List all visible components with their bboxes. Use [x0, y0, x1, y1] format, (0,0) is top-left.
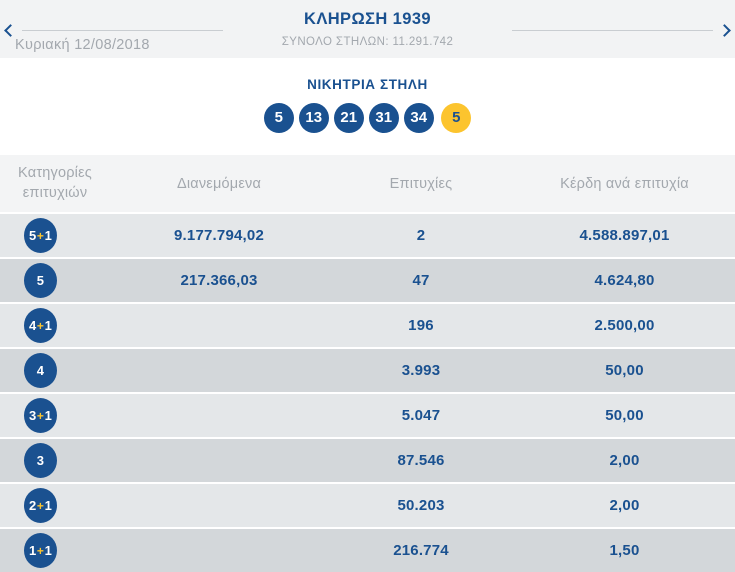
winners-cell: 196 — [408, 317, 434, 334]
prize-per-winner-cell: 1,50 — [609, 542, 640, 559]
column-header-prize: Κέρδη ανά επιτυχία — [560, 175, 689, 192]
results-table-header: Κατηγορίες επιτυχιών Διανεμόμενα Επιτυχί… — [0, 155, 735, 212]
winning-number-ball: 5 — [263, 103, 294, 133]
winners-cell: 216.774 — [393, 542, 449, 559]
category-cell: 2 +1 — [0, 488, 110, 523]
category-cell: 1 +1 — [0, 533, 110, 568]
category-badge: 3 +1 — [24, 398, 57, 433]
distributed-cell: 9.177.794,02 — [174, 227, 264, 244]
category-cell: 4 +1 — [0, 308, 110, 343]
winning-column-section: ΝΙΚΗΤΡΙΑ ΣΤΗΛΗ 5 13 21 31 34 5 — [0, 58, 735, 155]
plus-sign: + — [36, 543, 45, 558]
prize-per-winner-cell: 4.624,80 — [594, 272, 655, 289]
category-cell: 5 +1 — [0, 218, 110, 253]
winning-number-ball: 21 — [333, 103, 364, 133]
winning-number-ball: 13 — [298, 103, 329, 133]
table-row: 3 87.546 2,00 — [0, 439, 735, 482]
table-row: 4 +1 196 2.500,00 — [0, 304, 735, 347]
plus-sign: + — [36, 498, 45, 513]
prize-per-winner-cell: 2,00 — [609, 452, 640, 469]
winning-number-ball: 31 — [368, 103, 399, 133]
winning-numbers-row: 5 13 21 31 34 5 — [0, 103, 735, 133]
category-cell: 5 — [0, 263, 110, 298]
plus-sign: + — [36, 318, 45, 333]
category-badge: 1 +1 — [24, 533, 57, 568]
table-row: 2 +1 50.203 2,00 — [0, 484, 735, 527]
category-badge: 5 — [24, 263, 57, 298]
winners-cell: 50.203 — [397, 497, 445, 514]
column-header-winners: Επιτυχίες — [389, 175, 453, 192]
winners-cell: 47 — [412, 272, 430, 289]
prize-per-winner-cell: 50,00 — [605, 362, 644, 379]
category-badge: 2 +1 — [24, 488, 57, 523]
divider-left — [22, 30, 223, 31]
category-badge: 4 +1 — [24, 308, 57, 343]
winners-cell: 5.047 — [401, 407, 441, 424]
draw-date: Κυριακή 12/08/2018 — [15, 37, 150, 53]
table-row: 5 +1 9.177.794,02 2 4.588.897,01 — [0, 214, 735, 257]
total-columns-label: ΣΥΝΟΛΟ ΣΤΗΛΩΝ: 11.291.742 — [281, 36, 454, 48]
winners-cell: 87.546 — [397, 452, 445, 469]
table-row: 4 3.993 50,00 — [0, 349, 735, 392]
category-cell: 3 — [0, 443, 110, 478]
winning-number-ball: 34 — [403, 103, 434, 133]
winners-cell: 2 — [416, 227, 426, 244]
prize-per-winner-cell: 2,00 — [609, 497, 640, 514]
prize-per-winner-cell: 50,00 — [605, 407, 644, 424]
column-header-distributed: Διανεμόμενα — [176, 175, 262, 192]
plus-sign: + — [36, 228, 45, 243]
draw-title: ΚΛΗΡΩΣΗ 1939 — [304, 10, 431, 28]
category-badge: 4 — [24, 353, 57, 388]
prize-per-winner-cell: 4.588.897,01 — [579, 227, 670, 244]
draw-header: Κυριακή 12/08/2018 ΚΛΗΡΩΣΗ 1939 ΣΥΝΟΛΟ Σ… — [0, 0, 735, 58]
joker-number-ball: 5 — [441, 103, 472, 133]
category-cell: 4 — [0, 353, 110, 388]
table-row: 1 +1 216.774 1,50 — [0, 529, 735, 572]
table-row: 3 +1 5.047 50,00 — [0, 394, 735, 437]
distributed-cell: 217.366,03 — [180, 272, 258, 289]
results-table: Κατηγορίες επιτυχιών Διανεμόμενα Επιτυχί… — [0, 155, 735, 572]
category-cell: 3 +1 — [0, 398, 110, 433]
category-badge: 3 — [24, 443, 57, 478]
table-row: 5 217.366,03 47 4.624,80 — [0, 259, 735, 302]
results-table-body: 5 +1 9.177.794,02 2 4.588.897,01 5 217.366,03 4… — [0, 214, 735, 572]
column-header-categories: Κατηγορίες επιτυχιών — [18, 164, 92, 201]
plus-sign: + — [36, 408, 45, 423]
prize-per-winner-cell: 2.500,00 — [594, 317, 655, 334]
winners-cell: 3.993 — [401, 362, 441, 379]
winning-column-title: ΝΙΚΗΤΡΙΑ ΣΤΗΛΗ — [307, 77, 428, 92]
category-badge: 5 +1 — [24, 218, 57, 253]
divider-right — [512, 30, 713, 31]
